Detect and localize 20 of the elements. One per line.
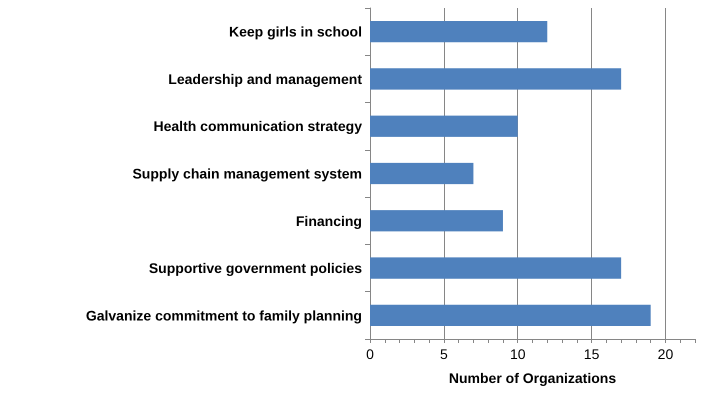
bar: [370, 116, 518, 137]
y-tick-label: Keep girls in school: [228, 24, 362, 40]
y-tick-label: Supportive government policies: [148, 260, 362, 276]
y-tick-label: Leadership and management: [168, 70, 362, 87]
bar: [370, 21, 548, 42]
x-tick-label: 5: [440, 346, 448, 362]
y-tick-label: Supply chain management system: [132, 166, 362, 182]
bar: [370, 162, 474, 184]
y-tick-label: Health communication strategy: [154, 118, 362, 134]
bar: [370, 68, 622, 90]
bar: [370, 257, 622, 279]
x-tick-label: 0: [366, 346, 374, 362]
x-axis-title: Number of Organizations: [448, 370, 616, 386]
y-tick-label: Financing: [296, 212, 362, 229]
bar: [370, 304, 651, 326]
y-tick-label: Galvanize commitment to family planning: [86, 307, 362, 324]
x-tick-label: 15: [584, 346, 600, 362]
x-tick-label: 10: [510, 346, 526, 362]
bar: [370, 210, 503, 232]
x-tick-label: 20: [658, 346, 674, 362]
